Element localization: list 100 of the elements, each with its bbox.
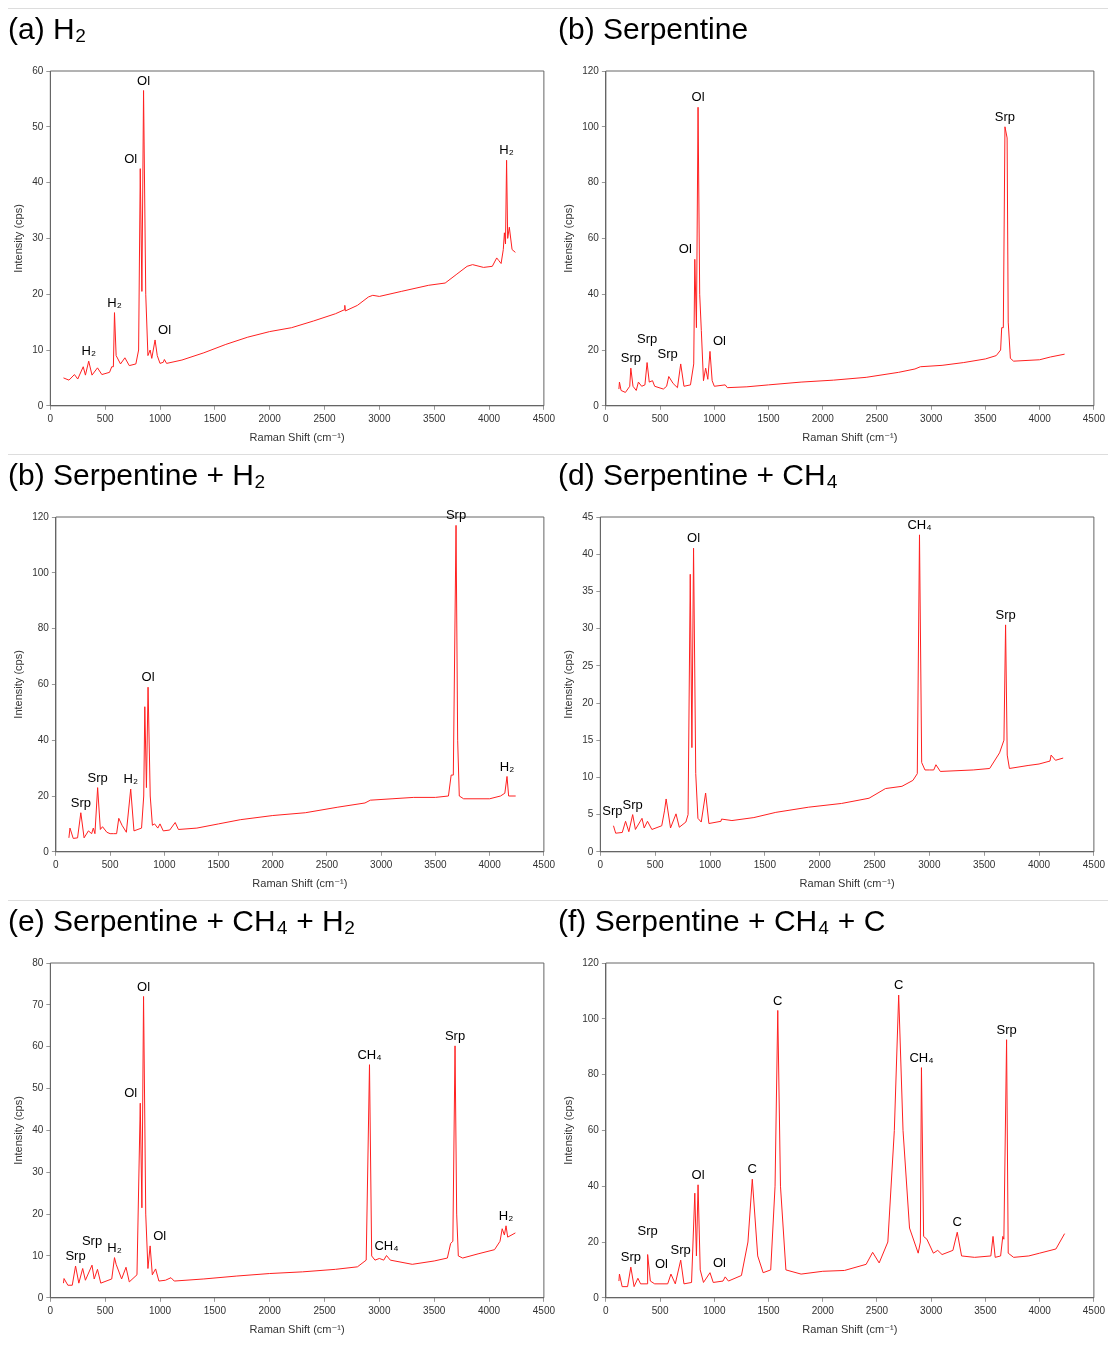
annotation: Srp [70, 794, 91, 810]
annotation: H₂ [81, 343, 96, 359]
x-tick-label: 1500 [207, 858, 231, 870]
y-tick-label: 60 [32, 1040, 44, 1052]
annotation: Srp [996, 1021, 1017, 1037]
x-tick-label: 1500 [203, 1304, 227, 1316]
x-tick-label: 1500 [753, 858, 777, 870]
x-tick-label: 3500 [973, 858, 996, 870]
y-tick-label: 40 [32, 1124, 44, 1136]
x-tick-label: 4500 [1082, 1304, 1106, 1316]
annotation: Ol [691, 89, 705, 105]
annotation: Ol [137, 978, 151, 994]
annotation: H₂ [499, 142, 514, 158]
x-tick-label: 2000 [811, 1304, 835, 1316]
y-tick-label: 50 [32, 1082, 44, 1094]
annotation: Srp [65, 1248, 86, 1264]
y-tick-label: 40 [587, 287, 600, 299]
y-axis-title: Intensity (cps) [561, 204, 574, 273]
x-tick-label: 1000 [703, 412, 726, 424]
x-tick-label: 500 [651, 1304, 669, 1316]
annotation: Srp [445, 507, 467, 523]
y-tick-label: 30 [32, 232, 44, 244]
x-tick-label: 1000 [703, 1304, 726, 1316]
y-tick-label: 0 [593, 399, 600, 411]
x-tick-label: 2000 [258, 1304, 282, 1316]
y-tick-label: 100 [582, 120, 600, 132]
annotation: Srp [670, 1242, 691, 1258]
annotation: H₂ [107, 1239, 122, 1255]
x-tick-label: 500 [96, 1304, 114, 1316]
annotation: Srp [81, 1233, 103, 1249]
x-tick-label: 0 [53, 858, 60, 870]
annotation: Ol [153, 1227, 167, 1243]
annotation: Ol [158, 322, 172, 338]
y-tick-label: 45 [582, 510, 594, 522]
y-tick-label: 25 [582, 659, 594, 671]
y-tick-label: 40 [587, 1179, 600, 1191]
y-tick-label: 80 [32, 956, 44, 968]
y-tick-label: 100 [582, 1012, 600, 1024]
y-tick-label: 120 [32, 510, 50, 522]
x-tick-label: 3500 [974, 1304, 997, 1316]
annotation: CH₄ [907, 516, 932, 532]
x-tick-label: 500 [646, 858, 664, 870]
y-tick-label: 60 [587, 232, 600, 244]
chart-title: (b) Serpentine + H₂ [8, 458, 266, 492]
y-tick-label: 40 [32, 176, 44, 188]
y-tick-label: 30 [582, 622, 594, 634]
annotation: Srp [994, 108, 1016, 124]
x-tick-label: 4000 [1028, 1304, 1052, 1316]
x-tick-label: 1500 [757, 412, 781, 424]
y-tick-label: 100 [32, 566, 50, 578]
annotation: Srp [622, 796, 643, 812]
x-tick-label: 1500 [757, 1304, 781, 1316]
x-tick-label: 500 [101, 858, 119, 870]
annotation: Ol [124, 1085, 138, 1101]
annotation: H₂ [499, 758, 515, 774]
x-axis-title: Raman Shift (cm⁻¹) [249, 1323, 345, 1336]
x-tick-label: 3500 [974, 412, 997, 424]
y-tick-label: 80 [587, 176, 600, 188]
x-tick-label: 2500 [315, 858, 339, 870]
annotation: C [773, 992, 783, 1008]
x-tick-label: 3000 [920, 1304, 943, 1316]
y-tick-label: 60 [37, 678, 50, 690]
y-tick-label: 60 [32, 64, 44, 76]
y-tick-label: 40 [37, 733, 50, 745]
annotation: C [952, 1214, 962, 1230]
annotation: C [747, 1161, 757, 1177]
y-tick-label: 15 [582, 733, 594, 745]
x-tick-label: 2500 [313, 412, 337, 424]
y-tick-label: 20 [37, 789, 50, 801]
y-tick-label: 80 [37, 622, 50, 634]
y-tick-label: 120 [582, 956, 600, 968]
y-axis-title: Intensity (cps) [11, 1096, 24, 1165]
y-tick-label: 20 [32, 287, 44, 299]
annotation: Srp [620, 350, 641, 366]
chart-title: (d) Serpentine + CH₄ [558, 458, 838, 492]
y-tick-label: 0 [43, 845, 50, 857]
x-tick-label: 2500 [313, 1304, 337, 1316]
y-tick-label: 35 [582, 585, 594, 597]
y-tick-label: 80 [587, 1068, 600, 1080]
chart-title: (f) Serpentine + CH₄ + C [558, 904, 886, 938]
y-axis-title: Intensity (cps) [561, 1096, 574, 1165]
annotation: CH₄ [374, 1237, 399, 1253]
y-tick-label: 20 [32, 1207, 44, 1219]
x-tick-label: 500 [651, 412, 669, 424]
annotation: Srp [602, 803, 623, 819]
x-tick-label: 3000 [368, 1304, 391, 1316]
chart-title: (e) Serpentine + CH₄ + H₂ [8, 904, 356, 938]
x-tick-label: 4000 [1027, 858, 1051, 870]
x-tick-label: 4000 [478, 858, 502, 870]
x-tick-label: 4000 [477, 1304, 501, 1316]
annotation: C [893, 977, 904, 993]
y-tick-label: 40 [582, 547, 594, 559]
annotation: Srp [87, 769, 108, 785]
y-tick-label: 0 [593, 1291, 600, 1303]
annotation: H₂ [498, 1207, 514, 1223]
x-tick-label: 4000 [477, 412, 501, 424]
x-axis-title: Raman Shift (cm⁻¹) [252, 877, 348, 890]
annotation: H₂ [107, 294, 122, 310]
x-tick-label: 3000 [920, 412, 943, 424]
x-tick-label: 2500 [863, 858, 887, 870]
